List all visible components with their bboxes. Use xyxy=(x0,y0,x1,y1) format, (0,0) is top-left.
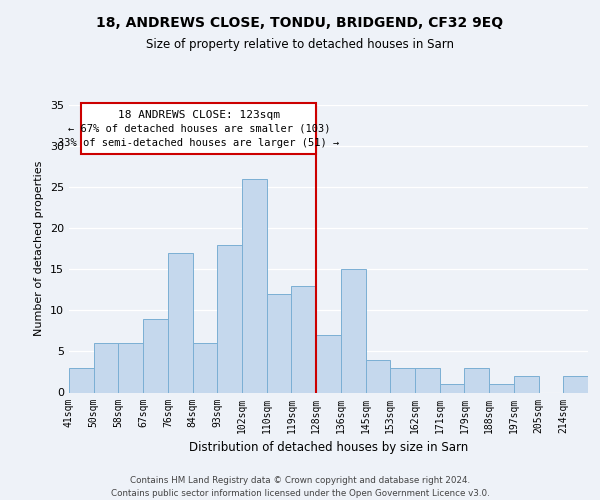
FancyBboxPatch shape xyxy=(82,104,316,154)
Bar xyxy=(242,179,267,392)
Bar xyxy=(415,368,440,392)
Text: Contains HM Land Registry data © Crown copyright and database right 2024.: Contains HM Land Registry data © Crown c… xyxy=(130,476,470,485)
Bar xyxy=(118,343,143,392)
Bar xyxy=(193,343,217,392)
Text: 33% of semi-detached houses are larger (51) →: 33% of semi-detached houses are larger (… xyxy=(58,138,340,148)
Bar xyxy=(464,368,489,392)
Bar xyxy=(292,286,316,393)
Text: ← 67% of detached houses are smaller (103): ← 67% of detached houses are smaller (10… xyxy=(67,124,330,134)
Bar xyxy=(341,270,365,392)
X-axis label: Distribution of detached houses by size in Sarn: Distribution of detached houses by size … xyxy=(189,441,468,454)
Bar xyxy=(267,294,292,392)
Text: Contains public sector information licensed under the Open Government Licence v3: Contains public sector information licen… xyxy=(110,489,490,498)
Bar xyxy=(168,253,193,392)
Text: Size of property relative to detached houses in Sarn: Size of property relative to detached ho… xyxy=(146,38,454,51)
Y-axis label: Number of detached properties: Number of detached properties xyxy=(34,161,44,336)
Bar xyxy=(390,368,415,392)
Bar xyxy=(316,335,341,392)
Text: 18, ANDREWS CLOSE, TONDU, BRIDGEND, CF32 9EQ: 18, ANDREWS CLOSE, TONDU, BRIDGEND, CF32… xyxy=(97,16,503,30)
Bar xyxy=(143,318,168,392)
Bar xyxy=(365,360,390,392)
Bar xyxy=(489,384,514,392)
Bar xyxy=(440,384,464,392)
Bar xyxy=(69,368,94,392)
Bar xyxy=(94,343,118,392)
Text: 18 ANDREWS CLOSE: 123sqm: 18 ANDREWS CLOSE: 123sqm xyxy=(118,110,280,120)
Bar xyxy=(514,376,539,392)
Bar xyxy=(217,244,242,392)
Bar xyxy=(563,376,588,392)
